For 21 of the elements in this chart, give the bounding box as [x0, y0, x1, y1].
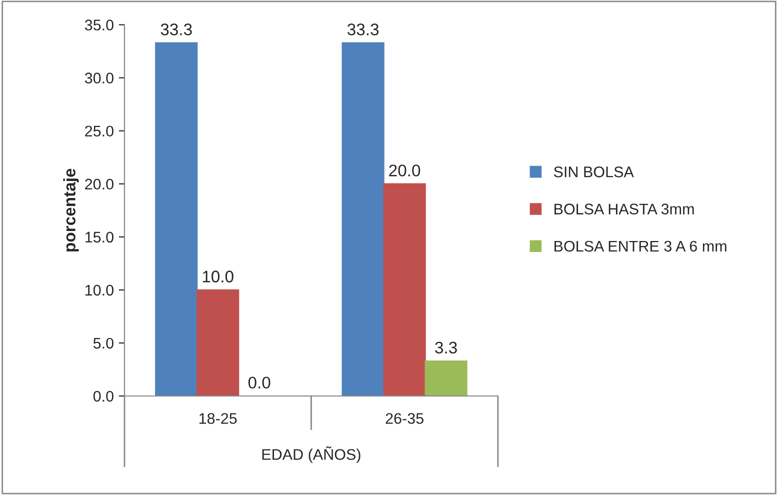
y-tick-label: 25.0 — [85, 126, 114, 137]
y-tick-label: 30.0 — [84, 72, 114, 84]
y-tick-label: 20.0 — [85, 178, 114, 190]
x-tick-label: 18-25 — [199, 413, 237, 424]
data-label: 20.0 — [389, 164, 420, 176]
y-tick-label: 15.0 — [85, 232, 114, 243]
x-axis-title: EDAD (AÑOS) — [262, 446, 360, 463]
y-tick-label: 0.0 — [93, 390, 114, 402]
y-axis-title: porcentaje — [63, 168, 79, 252]
data-label: 33.3 — [160, 24, 192, 36]
x-tick-label: 26-35 — [386, 413, 424, 424]
data-label: 0.0 — [248, 376, 270, 389]
legend-label: BOLSA HASTA 3mm — [554, 204, 694, 214]
y-tick-label: 35.0 — [84, 20, 114, 30]
data-label: 10.0 — [202, 270, 234, 282]
data-label: 33.3 — [347, 24, 379, 36]
y-tick-label: 10.0 — [85, 284, 114, 296]
legend-label: SIN BOLSA — [554, 166, 634, 178]
data-label: 3.3 — [435, 342, 457, 354]
y-tick-label: 5.0 — [93, 338, 114, 349]
legend-label: BOLSA ENTRE 3 A 6 mm — [554, 240, 726, 252]
